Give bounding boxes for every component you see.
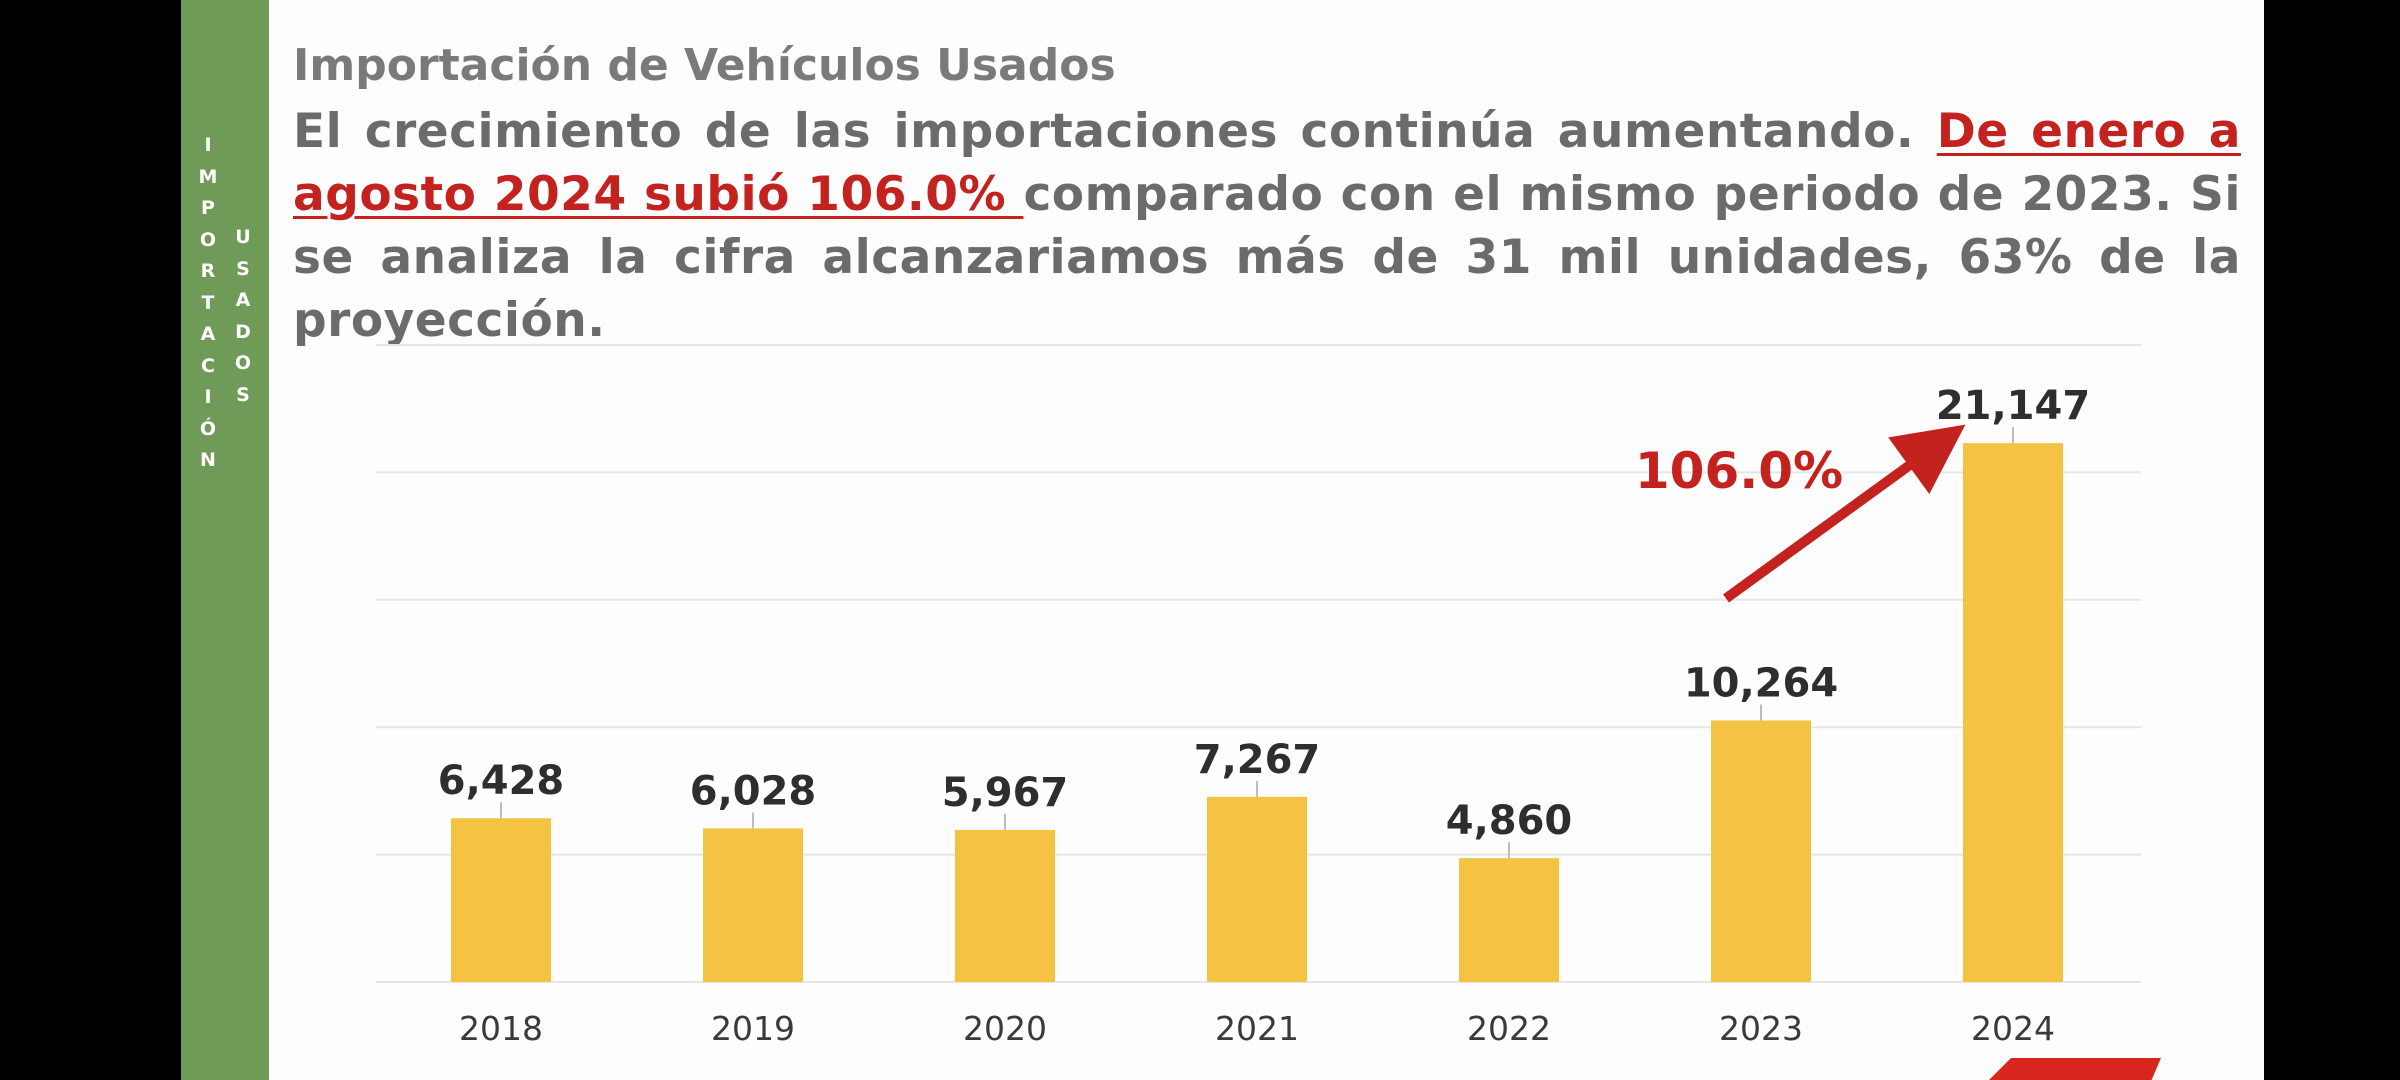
bar-2023 bbox=[1711, 720, 1811, 982]
x-tick-2021: 2021 bbox=[1215, 1009, 1299, 1048]
x-tick-2022: 2022 bbox=[1467, 1009, 1551, 1048]
value-label-2023: 10,264 bbox=[1684, 660, 1838, 706]
bar-2018 bbox=[451, 818, 551, 982]
value-label-2024: 21,147 bbox=[1936, 383, 2090, 429]
grid-lines bbox=[376, 344, 2141, 983]
bar-2020 bbox=[955, 829, 1055, 982]
bars bbox=[451, 443, 2063, 982]
bar-2024 bbox=[1963, 443, 2063, 982]
summary-highlight: De enero a agosto 2024 subió 106.0% bbox=[293, 104, 2241, 222]
x-axis-ticks: 2018 2019 2020 2021 2022 2023 2024 bbox=[459, 1009, 2055, 1048]
summary-paragraph: El crecimiento de las importaciones cont… bbox=[293, 100, 2241, 352]
x-tick-2023: 2023 bbox=[1719, 1009, 1803, 1048]
growth-annotation: 106.0% bbox=[1635, 442, 1843, 500]
x-tick-2018: 2018 bbox=[459, 1009, 543, 1048]
x-tick-2019: 2019 bbox=[711, 1009, 795, 1048]
x-tick-2020: 2020 bbox=[963, 1009, 1047, 1048]
summary-text-2: comparado con el mismo periodo de 2023. … bbox=[293, 167, 2241, 348]
value-label-2018: 6,428 bbox=[438, 758, 565, 804]
value-label-2022: 4,860 bbox=[1446, 798, 1573, 844]
value-labels: 6,428 6,028 5,967 7,267 4,860 10,264 21,147 bbox=[438, 383, 2090, 859]
bar-2022 bbox=[1459, 858, 1559, 982]
bar-2019 bbox=[703, 828, 803, 982]
brand-logo bbox=[1971, 1056, 2171, 1080]
value-label-2020: 5,967 bbox=[942, 770, 1069, 816]
summary-text-1: El crecimiento de las importaciones cont… bbox=[293, 104, 1937, 159]
page-title: Importación de Vehículos Usados bbox=[293, 40, 1116, 91]
growth-arrow bbox=[1723, 424, 1966, 603]
x-tick-2024: 2024 bbox=[1971, 1009, 2055, 1048]
value-label-2021: 7,267 bbox=[1194, 737, 1321, 783]
bar-2021 bbox=[1207, 796, 1307, 982]
bar-chart: 6,428 6,028 5,967 7,267 4,860 10,264 21,147 20… bbox=[376, 344, 2141, 1048]
value-label-2019: 6,028 bbox=[690, 768, 817, 814]
